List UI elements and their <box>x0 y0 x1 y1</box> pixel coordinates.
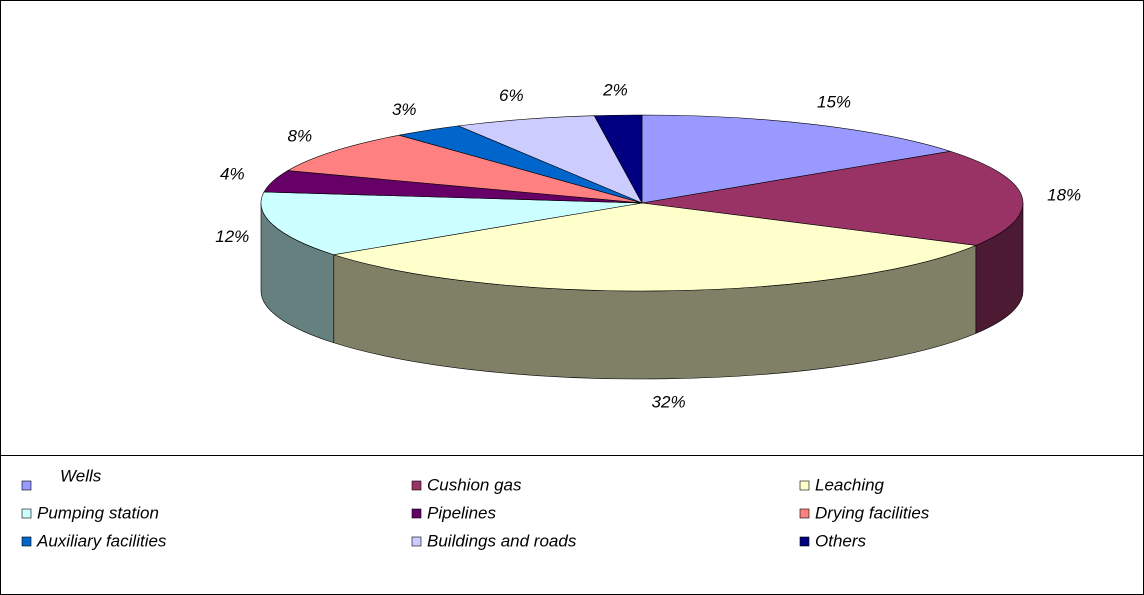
legend-swatch <box>21 536 32 547</box>
data-label: 18% <box>1047 185 1081 204</box>
data-label: 6% <box>499 86 524 105</box>
data-label: 8% <box>287 127 312 146</box>
legend-label: Others <box>815 531 867 550</box>
data-label: 12% <box>215 227 249 246</box>
legend-label: Drying facilities <box>815 503 930 522</box>
legend-swatch <box>799 536 810 547</box>
legend-swatch <box>411 536 422 547</box>
legend-label: Leaching <box>815 475 885 494</box>
slice <box>260 191 643 256</box>
slice <box>333 202 978 292</box>
legend-label: Cushion gas <box>427 475 522 494</box>
slice <box>641 114 951 204</box>
slice <box>593 114 643 204</box>
slice <box>641 150 1024 246</box>
legend-swatch <box>21 508 32 519</box>
legend-swatch <box>21 480 32 491</box>
data-label: 15% <box>817 93 851 112</box>
data-label: 4% <box>220 165 245 184</box>
legend: Wells Cushion gas Leaching Pumping station P… <box>21 466 930 550</box>
data-label: 32% <box>652 392 686 411</box>
legend-swatch <box>411 508 422 519</box>
legend-swatch <box>799 508 810 519</box>
legend-swatch <box>411 480 422 491</box>
data-label: 2% <box>602 81 628 100</box>
legend-label: Auxiliary facilities <box>36 531 167 550</box>
legend-label: Pipelines <box>427 503 496 522</box>
pie: 15% 18% 32% 12% 4% 8% 3% 6% 2% <box>215 81 1081 412</box>
legend-swatch <box>799 480 810 491</box>
slice <box>457 115 643 204</box>
legend-label: Wells <box>60 466 102 485</box>
legend-label: Buildings and roads <box>427 531 577 550</box>
slice <box>286 134 643 204</box>
legend-label: Pumping station <box>37 503 159 522</box>
data-label: 3% <box>392 100 417 119</box>
